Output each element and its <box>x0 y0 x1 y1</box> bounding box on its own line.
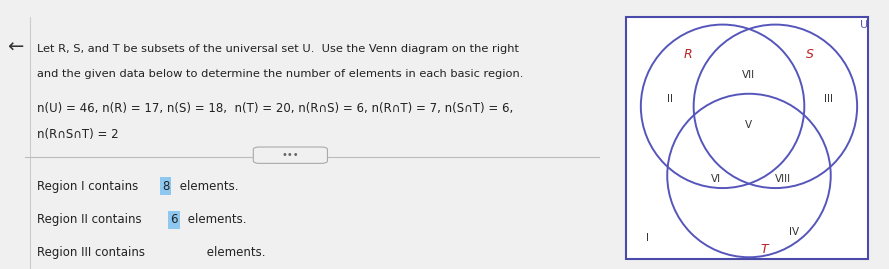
Text: •••: ••• <box>282 150 300 160</box>
Text: elements.: elements. <box>203 246 265 259</box>
Text: Region III contains: Region III contains <box>37 246 148 259</box>
Text: U: U <box>860 20 869 30</box>
Text: R: R <box>684 48 693 61</box>
FancyBboxPatch shape <box>253 147 327 163</box>
Text: Let R, S, and T be subsets of the universal set U.  Use the Venn diagram on the : Let R, S, and T be subsets of the univer… <box>37 44 519 54</box>
FancyBboxPatch shape <box>627 17 869 259</box>
Text: elements.: elements. <box>184 214 246 226</box>
Text: S: S <box>806 48 814 61</box>
Text: VI: VI <box>711 174 721 184</box>
Text: I: I <box>645 233 649 243</box>
Text: T: T <box>761 243 768 256</box>
Text: n(R∩S∩T) = 2: n(R∩S∩T) = 2 <box>37 128 119 141</box>
Text: II: II <box>668 94 673 104</box>
Text: VIII: VIII <box>775 174 791 184</box>
Text: ←: ← <box>7 38 24 57</box>
Text: 8: 8 <box>162 179 169 193</box>
Text: elements.: elements. <box>176 179 238 193</box>
Text: Region II contains: Region II contains <box>37 214 146 226</box>
Text: VII: VII <box>742 70 756 80</box>
Text: Region I contains: Region I contains <box>37 179 142 193</box>
Text: n(U) = 46, n(R) = 17, n(S) = 18,  n(T) = 20, n(R∩S) = 6, n(R∩T) = 7, n(S∩T) = 6,: n(U) = 46, n(R) = 17, n(S) = 18, n(T) = … <box>37 101 513 115</box>
Text: V: V <box>745 120 753 130</box>
Text: and the given data below to determine the number of elements in each basic regio: and the given data below to determine th… <box>37 69 524 79</box>
Text: 6: 6 <box>171 214 178 226</box>
Text: III: III <box>824 94 833 104</box>
Text: IV: IV <box>789 227 799 237</box>
